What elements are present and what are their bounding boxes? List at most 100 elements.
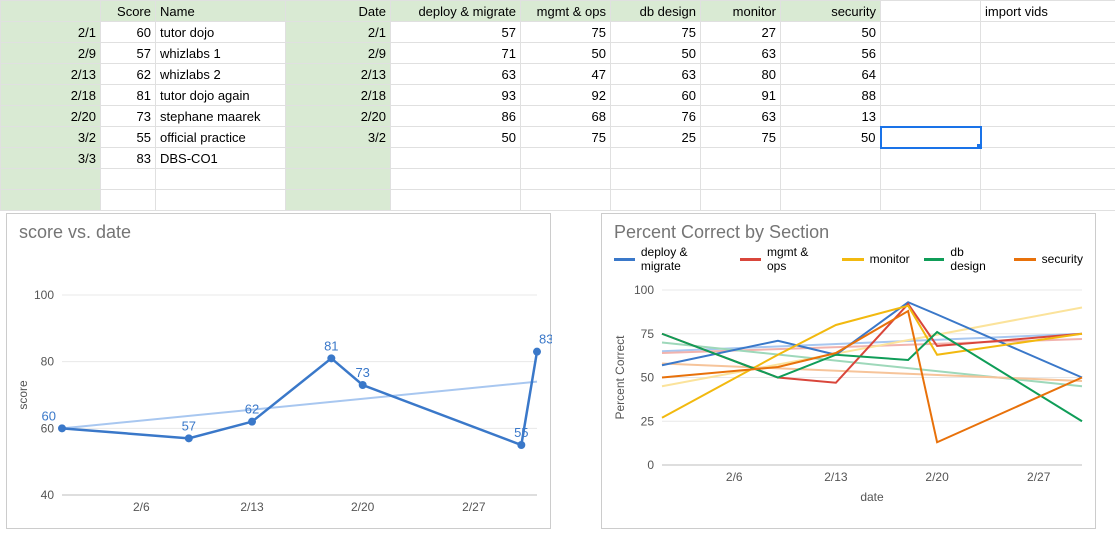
cell[interactable]: 50 — [521, 43, 611, 64]
cell[interactable]: 25 — [611, 127, 701, 148]
cell[interactable]: 62 — [101, 64, 156, 85]
cell[interactable]: 57 — [101, 43, 156, 64]
spreadsheet-table[interactable]: ScoreNameDatedeploy & migratemgmt & opsd… — [0, 0, 1115, 211]
cell[interactable]: 50 — [781, 22, 881, 43]
cell[interactable] — [611, 148, 701, 169]
cell[interactable]: 64 — [781, 64, 881, 85]
cell[interactable]: 88 — [781, 85, 881, 106]
chart-percent-by-section[interactable]: Percent Correct by Section deploy & migr… — [601, 213, 1096, 529]
cell[interactable] — [391, 169, 521, 190]
cell[interactable]: 50 — [611, 43, 701, 64]
cell[interactable] — [1, 190, 101, 211]
cell[interactable] — [981, 85, 1115, 106]
cell[interactable]: 2/20 — [286, 106, 391, 127]
cell[interactable]: 3/2 — [286, 127, 391, 148]
column-header[interactable]: db design — [611, 1, 701, 22]
cell[interactable]: 2/18 — [1, 85, 101, 106]
cell[interactable]: 47 — [521, 64, 611, 85]
cell[interactable]: 63 — [391, 64, 521, 85]
cell[interactable]: 75 — [521, 127, 611, 148]
cell[interactable]: 80 — [701, 64, 781, 85]
cell[interactable]: 75 — [611, 22, 701, 43]
cell[interactable]: DBS-CO1 — [156, 148, 286, 169]
cell[interactable]: 86 — [391, 106, 521, 127]
cell[interactable] — [881, 190, 981, 211]
cell[interactable]: 2/18 — [286, 85, 391, 106]
cell[interactable]: whizlabs 1 — [156, 43, 286, 64]
cell[interactable]: 55 — [101, 127, 156, 148]
cell[interactable] — [286, 190, 391, 211]
cell[interactable] — [781, 148, 881, 169]
cell[interactable] — [981, 148, 1115, 169]
cell[interactable] — [701, 148, 781, 169]
cell[interactable]: 56 — [781, 43, 881, 64]
cell[interactable]: 50 — [391, 127, 521, 148]
column-header[interactable]: import vids — [981, 1, 1115, 22]
cell[interactable] — [701, 169, 781, 190]
cell[interactable] — [701, 190, 781, 211]
column-header[interactable]: security — [781, 1, 881, 22]
cell[interactable] — [101, 169, 156, 190]
cell[interactable]: 76 — [611, 106, 701, 127]
cell[interactable] — [391, 190, 521, 211]
column-header[interactable]: mgmt & ops — [521, 1, 611, 22]
cell[interactable] — [881, 169, 981, 190]
cell[interactable] — [156, 169, 286, 190]
cell[interactable] — [881, 148, 981, 169]
cell[interactable]: 81 — [101, 85, 156, 106]
cell[interactable] — [881, 106, 981, 127]
cell[interactable] — [981, 43, 1115, 64]
cell[interactable] — [521, 169, 611, 190]
cell[interactable] — [981, 64, 1115, 85]
cell[interactable] — [881, 127, 981, 148]
cell[interactable] — [156, 190, 286, 211]
cell[interactable]: 60 — [101, 22, 156, 43]
cell[interactable]: 3/3 — [1, 148, 101, 169]
cell[interactable]: 57 — [391, 22, 521, 43]
cell[interactable]: 13 — [781, 106, 881, 127]
column-header[interactable] — [1, 1, 101, 22]
cell[interactable] — [881, 22, 981, 43]
cell[interactable] — [981, 169, 1115, 190]
cell[interactable]: 60 — [611, 85, 701, 106]
column-header[interactable]: Date — [286, 1, 391, 22]
cell[interactable]: 71 — [391, 43, 521, 64]
cell[interactable]: tutor dojo — [156, 22, 286, 43]
cell[interactable] — [881, 85, 981, 106]
cell[interactable] — [781, 169, 881, 190]
cell[interactable]: stephane maarek — [156, 106, 286, 127]
column-header[interactable]: monitor — [701, 1, 781, 22]
cell[interactable]: 2/1 — [286, 22, 391, 43]
cell[interactable] — [521, 148, 611, 169]
cell[interactable] — [521, 190, 611, 211]
cell[interactable]: 73 — [101, 106, 156, 127]
cell[interactable] — [611, 190, 701, 211]
column-header[interactable]: Score — [101, 1, 156, 22]
cell[interactable]: 2/13 — [286, 64, 391, 85]
cell[interactable]: 93 — [391, 85, 521, 106]
cell[interactable] — [286, 148, 391, 169]
cell[interactable] — [981, 22, 1115, 43]
cell[interactable]: 63 — [611, 64, 701, 85]
cell[interactable]: tutor dojo again — [156, 85, 286, 106]
cell[interactable]: 63 — [701, 43, 781, 64]
chart-score-vs-date[interactable]: score vs. date 4060801002/62/132/202/27d… — [6, 213, 551, 529]
column-header[interactable]: deploy & migrate — [391, 1, 521, 22]
cell[interactable]: 75 — [701, 127, 781, 148]
cell[interactable]: 2/1 — [1, 22, 101, 43]
cell[interactable] — [611, 169, 701, 190]
column-header[interactable] — [881, 1, 981, 22]
cell[interactable] — [981, 106, 1115, 127]
cell[interactable]: 3/2 — [1, 127, 101, 148]
cell[interactable] — [286, 169, 391, 190]
cell[interactable] — [981, 127, 1115, 148]
cell[interactable]: 2/20 — [1, 106, 101, 127]
cell[interactable]: 75 — [521, 22, 611, 43]
cell[interactable]: 2/13 — [1, 64, 101, 85]
cell[interactable]: 68 — [521, 106, 611, 127]
cell[interactable]: official practice — [156, 127, 286, 148]
cell[interactable] — [981, 190, 1115, 211]
cell[interactable]: 91 — [701, 85, 781, 106]
column-header[interactable]: Name — [156, 1, 286, 22]
cell[interactable]: 50 — [781, 127, 881, 148]
